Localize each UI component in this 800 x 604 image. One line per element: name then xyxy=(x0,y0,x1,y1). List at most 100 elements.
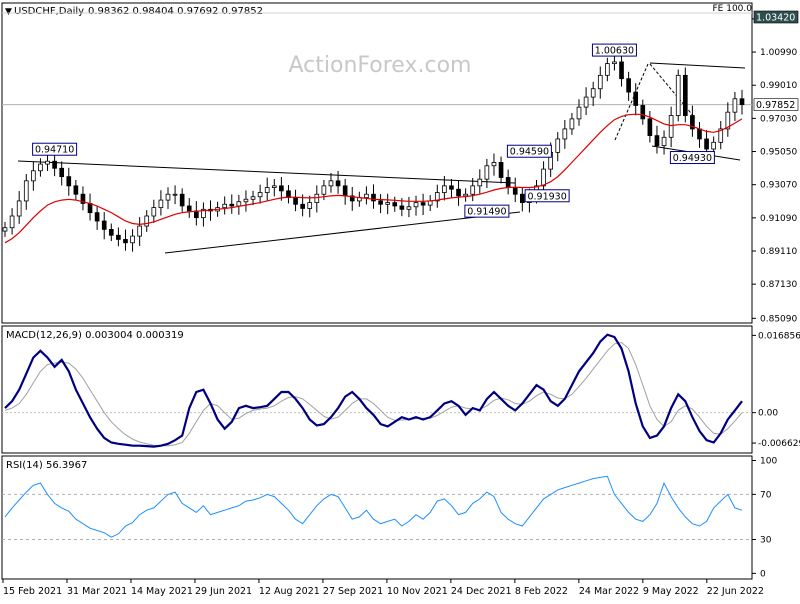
annotation-box xyxy=(506,144,552,158)
candle-body xyxy=(321,185,327,195)
candle-body xyxy=(45,160,50,165)
rsi-tick-label: 30 xyxy=(760,536,772,546)
rsi-tick-label: 0 xyxy=(760,569,766,579)
candle-body xyxy=(59,167,65,178)
candle-body xyxy=(66,176,72,187)
candle-body xyxy=(73,185,79,195)
x-tick-label: 31 Mar 2021 xyxy=(67,586,127,597)
fe-price-tag-box xyxy=(753,10,799,24)
price-tick-label: 0.89110 xyxy=(760,247,797,257)
macd-tick-label: -0.006629 xyxy=(758,439,800,449)
rsi-header: RSI(14) 56.3967 xyxy=(6,460,87,471)
trendlines xyxy=(17,62,746,254)
ohlc-header: 0.98362 0.98404 0.97692 0.97852 xyxy=(88,6,263,17)
candle-body xyxy=(137,225,142,237)
current-price-tag-box xyxy=(753,98,799,111)
x-tick-label: 24 Dec 2021 xyxy=(451,586,512,597)
projection-dashed-line xyxy=(649,63,696,119)
candle-body xyxy=(442,185,447,193)
candle-body xyxy=(725,111,731,130)
annotation-box xyxy=(32,142,78,156)
fe-label: FE 100.0 xyxy=(713,4,753,14)
candle-body xyxy=(236,201,242,207)
x-axis: 15 Feb 2021 31 Mar 2021 14 May 2021 29 Jun … xyxy=(2,579,764,597)
fe-price-tag: 1.03420 xyxy=(756,13,795,24)
candle-body xyxy=(52,160,57,169)
price-tick-label: 0.99010 xyxy=(760,81,797,91)
candle-body xyxy=(385,202,391,205)
candle-body xyxy=(158,199,164,209)
candle-body xyxy=(449,185,454,190)
candle-body xyxy=(484,165,490,180)
annotation-label: 1.00630 xyxy=(595,46,634,57)
channel-upper-line xyxy=(649,62,746,69)
annotation-box xyxy=(464,204,510,218)
dropdown-arrow-icon[interactable]: ▼ xyxy=(5,7,12,17)
candle-body xyxy=(590,88,596,98)
rsi-layer: 100 70 30 0 xyxy=(2,457,777,579)
price-candles xyxy=(2,52,745,252)
annotation-label: 0.94710 xyxy=(35,145,74,156)
annotation-label: 0.91930 xyxy=(527,191,566,202)
candle-body xyxy=(456,188,461,197)
x-tick-label: 15 Feb 2021 xyxy=(3,586,62,597)
candle-body xyxy=(335,180,341,187)
candle-body xyxy=(583,96,589,108)
rsi-tick-label: 100 xyxy=(760,457,777,467)
candle-body xyxy=(498,162,504,178)
candle-body xyxy=(378,200,383,205)
candle-body xyxy=(718,128,724,143)
candle-body xyxy=(668,115,674,138)
projection-dashed-line-2 xyxy=(614,63,649,141)
annotation-label: 0.94930 xyxy=(673,153,712,164)
x-tick-label: 9 May 2022 xyxy=(643,586,699,597)
candle-body xyxy=(250,196,256,200)
candle-body xyxy=(300,203,305,209)
candle-body xyxy=(307,202,313,209)
candle-body xyxy=(505,177,511,188)
candle-body xyxy=(279,185,284,192)
x-tick-label: 29 Jun 2021 xyxy=(195,586,252,597)
rsi-line xyxy=(4,475,743,538)
candle-body xyxy=(130,235,135,244)
candle-body xyxy=(654,135,660,147)
candle-body xyxy=(271,185,277,188)
x-tick-label: 8 Feb 2022 xyxy=(515,586,568,597)
x-tick-label: 24 Mar 2022 xyxy=(579,586,639,597)
candle-body xyxy=(619,61,624,80)
candle-body xyxy=(9,215,15,229)
candle-body xyxy=(165,193,171,201)
candle-body xyxy=(675,74,681,116)
candle-body xyxy=(94,212,100,222)
candle-body xyxy=(413,202,419,208)
candle-body xyxy=(491,162,497,167)
candle-body xyxy=(222,203,228,209)
candle-body xyxy=(392,202,398,207)
annotation-label: 0.91490 xyxy=(467,207,506,218)
candle-body xyxy=(151,207,157,217)
price-tick-label: 0.85090 xyxy=(760,314,797,324)
candle-body xyxy=(108,228,114,236)
moving-average-line xyxy=(4,113,743,244)
candle-body xyxy=(434,192,440,202)
annotation-box xyxy=(591,43,637,57)
macd-tick-label: 0.00 xyxy=(758,409,778,419)
annotation-label: 0.94590 xyxy=(510,147,549,158)
price-annotations: 0.94710 0.91490 0.94590 0.91930 1.00630 0.949… xyxy=(32,43,715,218)
candle-body xyxy=(576,106,582,120)
macd-tick-label: 0.016856 xyxy=(758,331,800,341)
candle-body xyxy=(562,128,568,140)
price-tick-label: 0.93070 xyxy=(760,181,797,191)
price-tick-label: 1.00990 xyxy=(760,48,797,58)
candle-body xyxy=(463,193,468,197)
price-tick-label: 0.91090 xyxy=(760,214,797,224)
candle-body xyxy=(201,208,206,219)
x-tick-label: 22 Jun 2022 xyxy=(707,586,764,597)
candle-body xyxy=(257,192,263,198)
candle-body xyxy=(38,163,43,172)
candle-body xyxy=(80,193,86,204)
candle-body xyxy=(569,118,575,130)
candle-body xyxy=(172,193,178,196)
candle-body xyxy=(342,185,348,197)
